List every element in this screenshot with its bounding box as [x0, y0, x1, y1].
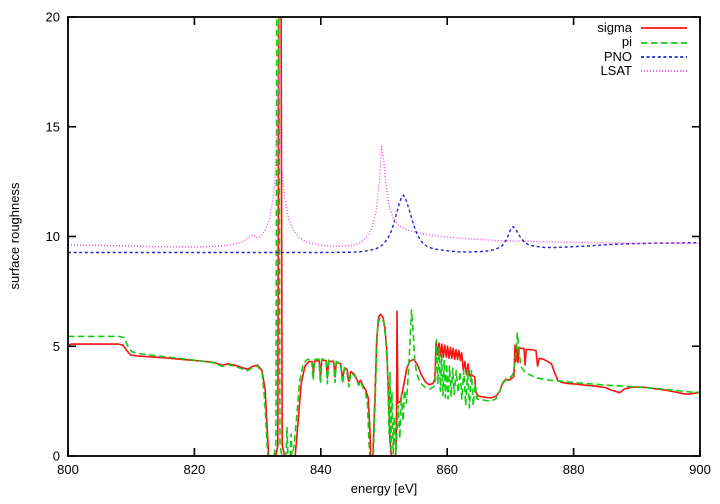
legend-row-pno: PNO	[512, 48, 687, 64]
y-tick-label: 5	[53, 339, 60, 354]
x-tick-label: 880	[563, 462, 585, 477]
series-line-PNO	[68, 194, 701, 254]
y-tick-label: 20	[46, 10, 60, 25]
x-tick-label: 800	[57, 462, 79, 477]
y-tick-label: 10	[46, 229, 60, 244]
legend-label-pi: pi	[621, 34, 632, 50]
series-line-LSAT	[67, 73, 701, 248]
x-tick-label: 820	[184, 462, 206, 477]
x-axis-title: energy [eV]	[350, 481, 418, 496]
legend-swatch-sigma	[641, 27, 687, 30]
series-line-sigma	[67, 16, 701, 457]
legend-swatch-pi	[641, 41, 687, 44]
legend-row-sigma: sigma	[512, 20, 687, 35]
legend-label-pno: PNO	[603, 48, 632, 64]
legend-row-pi: pi	[512, 34, 687, 50]
x-tick-label: 840	[310, 462, 332, 477]
y-tick-label: 0	[53, 449, 60, 464]
legend-row-lsat: LSAT	[512, 63, 687, 79]
legend-label-lsat: LSAT	[600, 63, 632, 79]
series-line-pi	[68, 16, 701, 457]
y-axis-title: surface roughness	[7, 182, 22, 290]
y-tick-label: 15	[46, 119, 60, 134]
legend-swatch-pno	[641, 56, 687, 58]
chart-legend: sigma pi PNO LSAT	[512, 20, 687, 79]
legend-swatch-lsat	[641, 70, 687, 73]
plot-border	[67, 16, 701, 457]
x-tick-label: 900	[689, 462, 711, 477]
x-tick-label: 860	[436, 462, 458, 477]
legend-label-sigma: sigma	[597, 20, 632, 35]
